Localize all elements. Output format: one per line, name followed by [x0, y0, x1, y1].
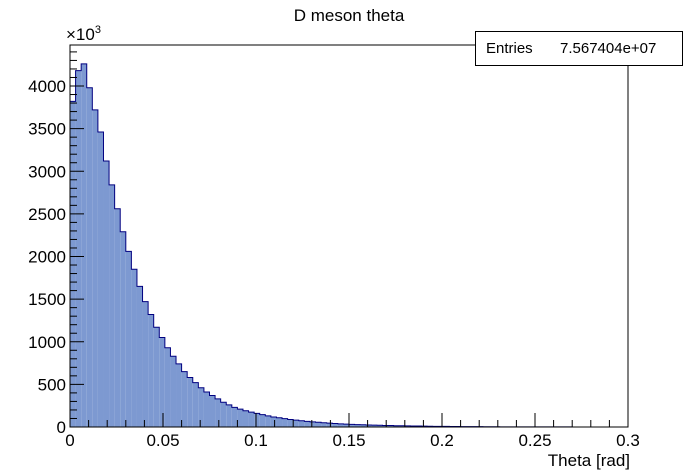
- histogram-bar: [388, 425, 394, 427]
- x-tick-label: 0.25: [518, 431, 551, 450]
- histogram-bar: [231, 407, 238, 427]
- y-tick-label: 3500: [28, 120, 66, 139]
- histogram-bar: [315, 422, 322, 427]
- histogram-bar: [97, 132, 104, 427]
- histogram-bar: [181, 371, 188, 427]
- axes: 0 0.05 0.1 0.15 0.2 0.25 0.3 0 500 1000 1500 2000 25…: [28, 51, 640, 450]
- histogram-bar: [92, 109, 98, 428]
- histogram-bar: [382, 425, 389, 427]
- histogram-bar: [109, 184, 115, 427]
- histogram-bar: [282, 418, 288, 427]
- histogram-bar: [153, 327, 160, 427]
- x-tick-label: 0.05: [146, 431, 179, 450]
- histogram-bar: [103, 161, 110, 427]
- histogram-bar: [376, 425, 383, 427]
- histogram-bar: [326, 423, 333, 427]
- y-tick-label: 1500: [28, 290, 66, 309]
- y-tick-label: 4000: [28, 77, 66, 96]
- histogram-bar: [120, 231, 126, 427]
- histogram-bar: [192, 382, 199, 427]
- histogram-bar: [209, 395, 216, 427]
- x-axis-label: Theta [rad]: [547, 451, 630, 470]
- histogram-bar: [410, 425, 416, 427]
- histogram-bar: [131, 269, 137, 427]
- histogram-bar: [309, 421, 316, 427]
- x-tick-label: 0.3: [616, 431, 640, 450]
- histogram-bar: [86, 87, 93, 427]
- y-tick-label: 2500: [28, 205, 66, 224]
- histogram-bar: [393, 425, 400, 427]
- histogram-bar: [242, 410, 249, 427]
- histogram-bar: [170, 356, 177, 427]
- y-tick-label: 2000: [28, 248, 66, 267]
- x-tick-label: 0: [65, 431, 74, 450]
- y-tick-label: 3000: [28, 162, 66, 181]
- histogram-bar: [404, 425, 411, 427]
- histogram-bar: [226, 404, 232, 427]
- histogram-bar: [114, 208, 121, 427]
- histogram-bar: [365, 424, 372, 427]
- histogram-bar: [248, 412, 255, 427]
- x-tick-label: 0.15: [332, 431, 365, 450]
- histogram-bar: [304, 421, 310, 427]
- histogram-bar: [349, 424, 355, 427]
- histogram-bar: [215, 398, 221, 427]
- histogram-bar: [259, 414, 266, 427]
- histogram-bar: [187, 377, 193, 427]
- x-tick-label: 0.2: [430, 431, 454, 450]
- x-tick-label: 0.1: [244, 431, 268, 450]
- chart-title: D meson theta: [293, 6, 405, 25]
- histogram-bar: [321, 422, 327, 427]
- histogram-bar: [75, 70, 82, 427]
- stats-entries-label: Entries: [486, 40, 533, 57]
- histogram-bar: [125, 251, 132, 427]
- stats-box: Entries 7.567404e+07: [475, 31, 683, 66]
- histogram-bar: [337, 423, 344, 427]
- histogram-bar: [254, 413, 260, 427]
- histogram-bar: [81, 63, 87, 428]
- histogram-bar: [343, 424, 349, 427]
- histogram-bar: [287, 419, 294, 427]
- histogram-bar: [265, 415, 271, 427]
- y-tick-label: 0: [57, 418, 66, 437]
- histogram-bar: [270, 416, 277, 427]
- histogram-bar: [298, 420, 305, 427]
- histogram-bar: [293, 420, 299, 427]
- histogram-bar: [360, 424, 366, 427]
- y-tick-label: 1000: [28, 333, 66, 352]
- histogram-bar: [142, 301, 149, 427]
- stats-entries-value: 7.567404e+07: [560, 40, 657, 57]
- histogram-bar: [136, 286, 143, 427]
- histogram-bar: [354, 424, 361, 427]
- y-tick-label: 500: [38, 375, 66, 394]
- histogram-bar: [164, 347, 171, 427]
- histogram-bar: [332, 423, 338, 427]
- histogram-bars: [69, 63, 628, 428]
- histogram-bar: [237, 409, 243, 427]
- histogram-bar: [176, 363, 182, 427]
- histogram-bar: [220, 402, 227, 427]
- histogram-bar: [148, 314, 154, 427]
- histogram-bar: [159, 337, 165, 427]
- histogram-bar: [276, 417, 283, 427]
- histogram-bar: [399, 425, 405, 427]
- histogram-bar: [203, 392, 210, 427]
- histogram-bar: [198, 387, 204, 427]
- histogram-bar: [371, 425, 377, 427]
- y-axis-multiplier: ×103: [66, 24, 101, 44]
- histogram-bar: [70, 101, 76, 427]
